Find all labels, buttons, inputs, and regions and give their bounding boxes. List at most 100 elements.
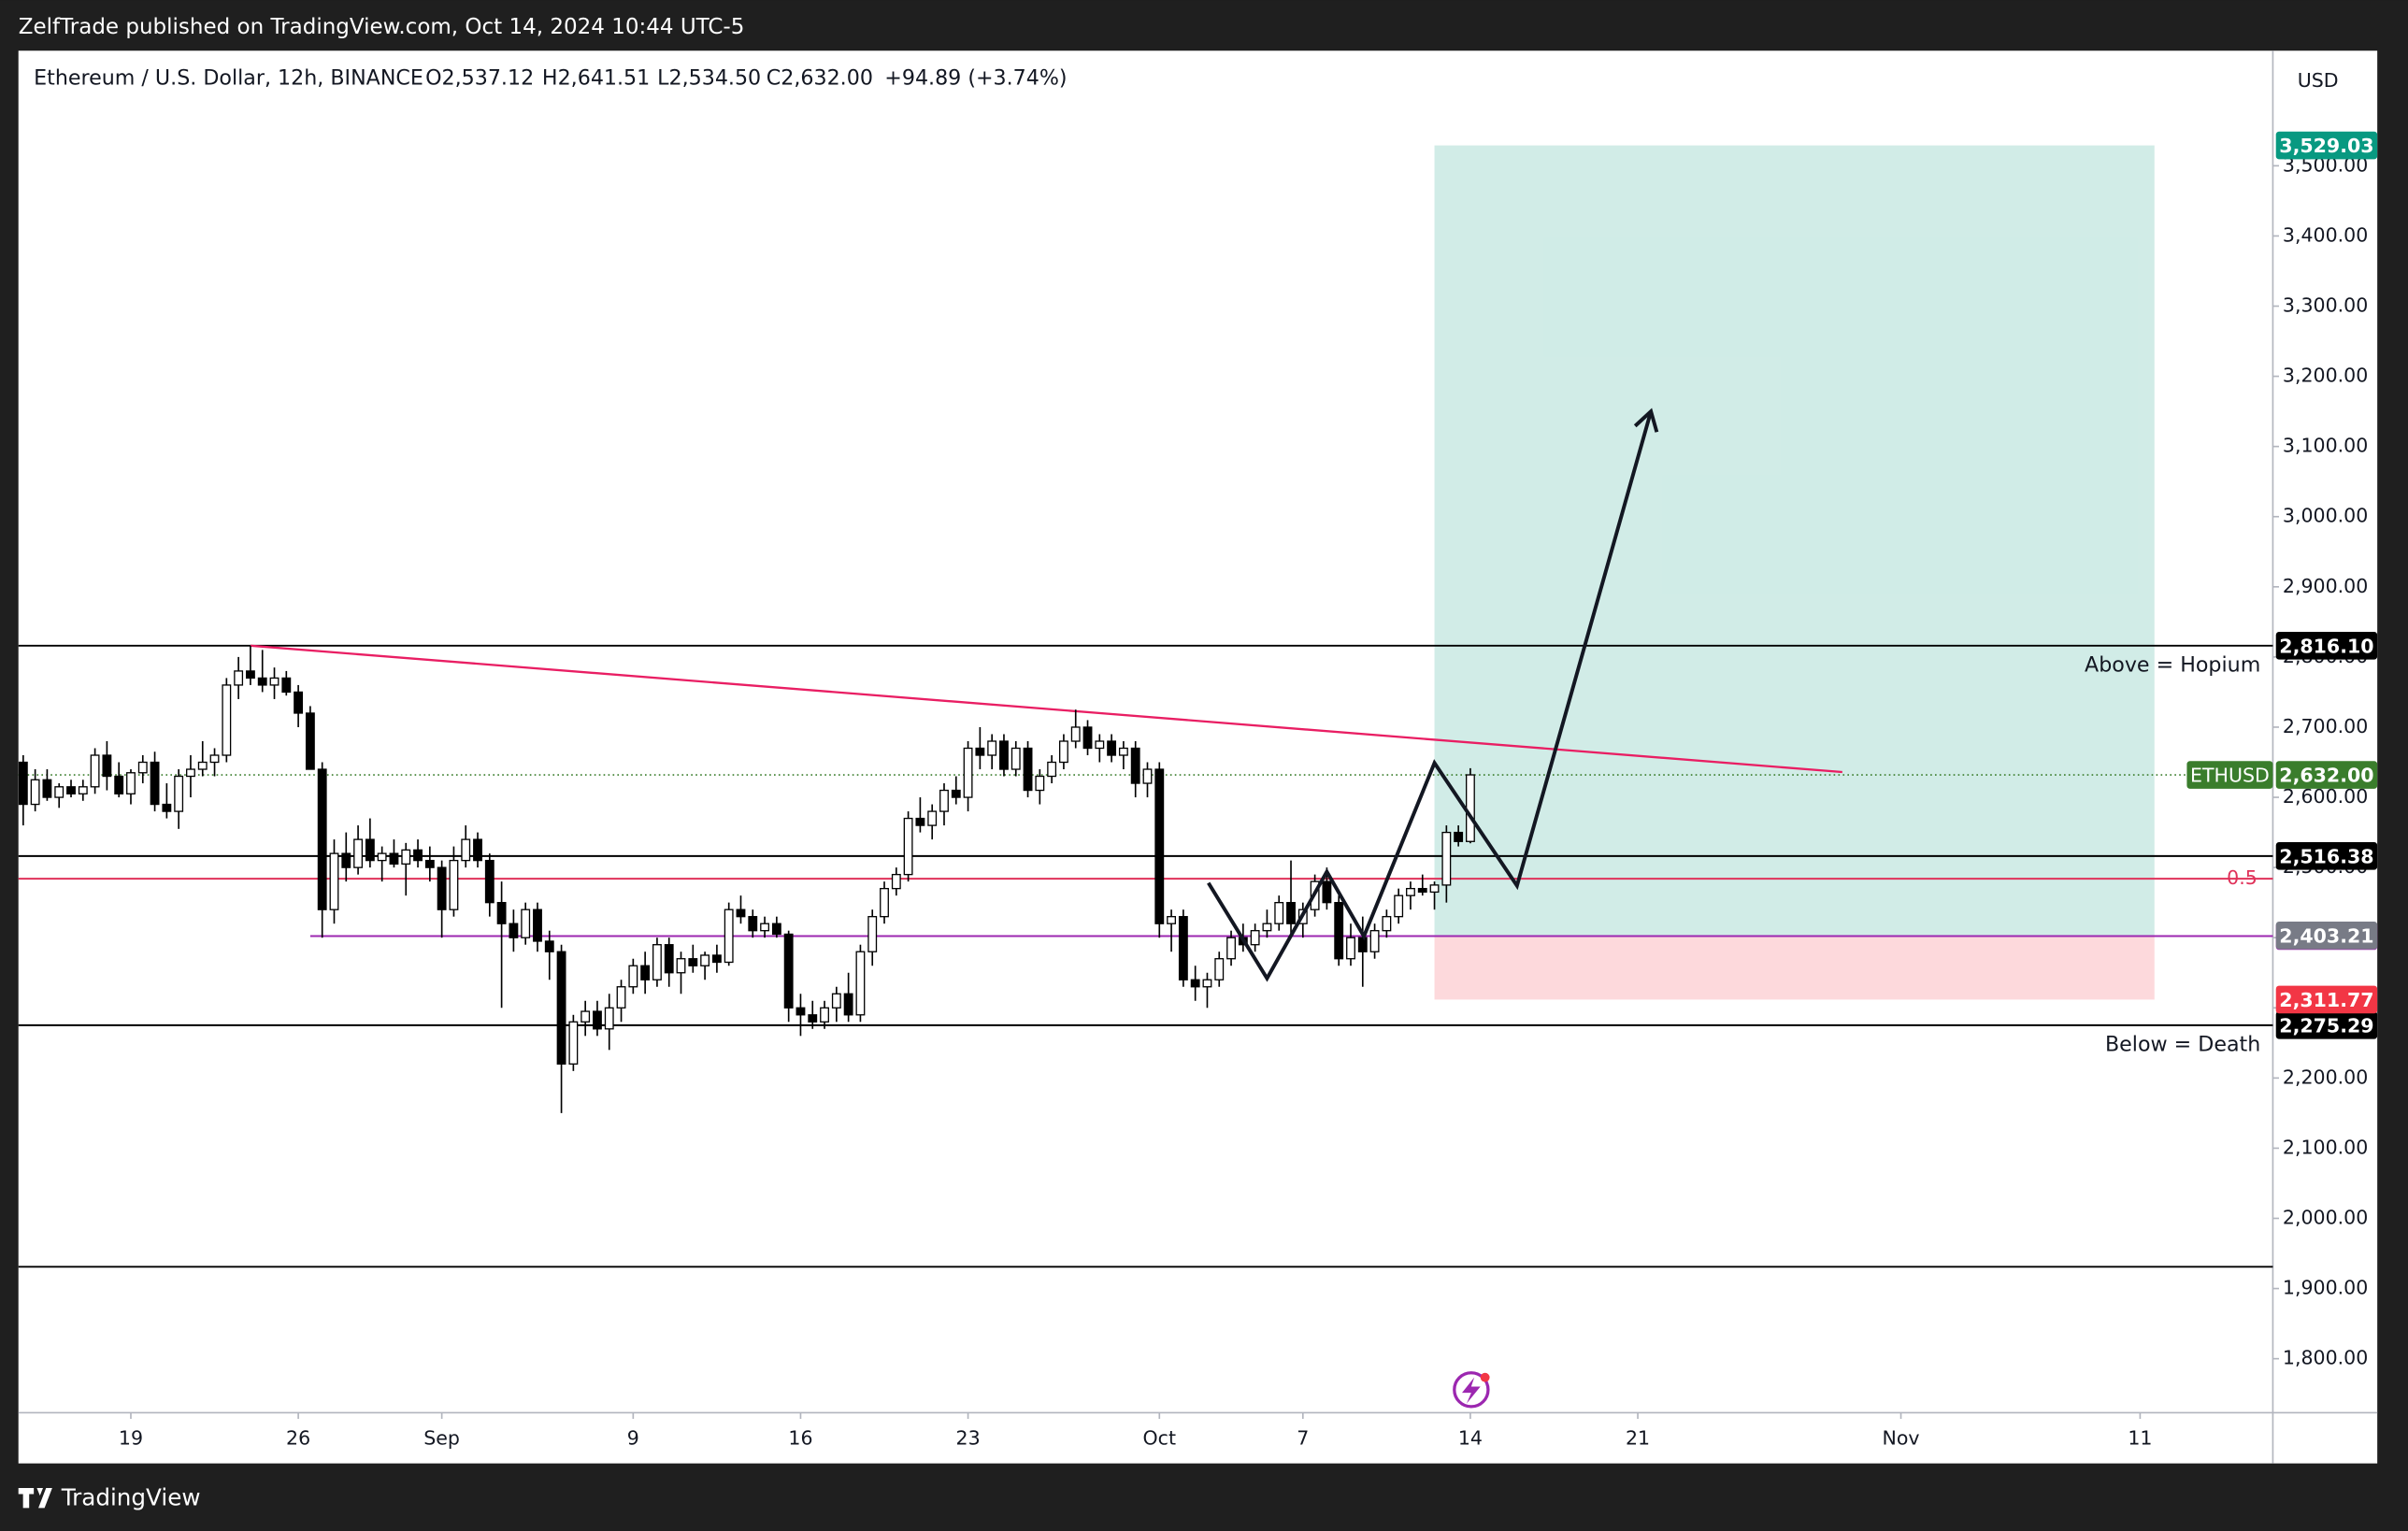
line-price-tag-bg bbox=[2275, 842, 2378, 870]
candle-body bbox=[329, 852, 339, 910]
candle-body bbox=[604, 1007, 614, 1030]
candle-body bbox=[1286, 902, 1296, 924]
candle-body bbox=[174, 775, 184, 812]
candle-body bbox=[1250, 930, 1260, 946]
candle-body bbox=[1322, 880, 1332, 904]
candle-body bbox=[1142, 768, 1153, 784]
symbol-tag-bg bbox=[2186, 761, 2273, 789]
y-tick-label: 2,700.00 bbox=[2283, 715, 2368, 737]
candle-body bbox=[855, 951, 866, 1016]
candle-body bbox=[1262, 923, 1272, 932]
candle-body bbox=[509, 923, 519, 938]
candle-body bbox=[736, 909, 746, 918]
target-tag-bg bbox=[2275, 131, 2378, 160]
y-tick-label: 1,900.00 bbox=[2283, 1277, 2368, 1299]
candle-body bbox=[222, 684, 232, 756]
candle-body bbox=[616, 986, 626, 1009]
candle-body bbox=[652, 944, 662, 980]
candle-body bbox=[1130, 747, 1140, 784]
candle-body bbox=[820, 1007, 829, 1023]
candle-body bbox=[401, 849, 411, 866]
x-tick-label: 11 bbox=[2128, 1426, 2152, 1449]
candle-body bbox=[365, 838, 375, 862]
candle-body bbox=[1274, 902, 1284, 924]
stop-tag: 2,311.77 bbox=[2279, 989, 2373, 1011]
candle-body bbox=[843, 993, 853, 1016]
target-tag: 3,529.03 bbox=[2279, 135, 2373, 157]
x-tick-label: Sep bbox=[423, 1426, 460, 1449]
y-tick-label: 2,900.00 bbox=[2283, 575, 2368, 597]
icon-ring bbox=[1453, 1371, 1490, 1409]
line-price-tag-bg bbox=[2275, 1011, 2378, 1039]
candle-body bbox=[1047, 761, 1057, 778]
candle-body bbox=[389, 852, 399, 866]
y-tick-label: 3,300.00 bbox=[2283, 294, 2368, 317]
last-price-tag-bg bbox=[2275, 761, 2378, 789]
candle-body bbox=[580, 1010, 591, 1023]
y-tick-label: 3,200.00 bbox=[2283, 365, 2368, 387]
candle-body bbox=[257, 677, 267, 686]
brand-logo bbox=[18, 1487, 52, 1509]
candle-body bbox=[783, 933, 794, 1009]
candle-body bbox=[628, 965, 638, 988]
x-tick-label: Nov bbox=[1883, 1426, 1920, 1449]
candle-body bbox=[461, 838, 471, 862]
fib-label: 0.5 bbox=[2227, 866, 2258, 889]
symbol-tag: ETHUSD bbox=[2190, 765, 2270, 787]
candle-body bbox=[867, 916, 878, 952]
candles bbox=[18, 645, 1475, 1113]
arrow-head bbox=[1633, 408, 1659, 433]
candle-body bbox=[891, 873, 901, 890]
ohlc-low: L2,534.50 bbox=[657, 65, 761, 90]
candle-body bbox=[1441, 831, 1452, 886]
candle-body bbox=[748, 916, 758, 932]
line-price-tag-bg bbox=[2275, 632, 2378, 660]
candle-body bbox=[939, 789, 949, 812]
candle-body bbox=[209, 754, 220, 764]
candle-body bbox=[664, 944, 674, 974]
candle-body bbox=[1454, 831, 1464, 842]
change: +94.89 (+3.74%) bbox=[884, 65, 1067, 90]
candle-body bbox=[568, 1021, 579, 1065]
candle-body bbox=[30, 779, 40, 806]
replay-icon[interactable] bbox=[1453, 1371, 1490, 1409]
x-tick-label: 19 bbox=[119, 1426, 143, 1449]
candle-body bbox=[294, 691, 304, 714]
candle-body bbox=[1202, 979, 1212, 988]
ohlc-close: C2,632.00 bbox=[767, 65, 873, 90]
candle-body bbox=[724, 909, 734, 964]
candle-body bbox=[269, 677, 280, 686]
candle-body bbox=[1059, 740, 1068, 764]
candle-body bbox=[496, 902, 507, 924]
candle-body bbox=[1010, 747, 1021, 770]
brand: TradingView bbox=[61, 1483, 201, 1510]
candle-body bbox=[1466, 774, 1475, 842]
candle-body bbox=[640, 965, 651, 980]
x-tick-label: 21 bbox=[1626, 1426, 1650, 1449]
candle-body bbox=[1167, 916, 1177, 924]
candle-body bbox=[126, 772, 136, 794]
candle-body bbox=[975, 747, 985, 756]
icon-dot bbox=[1480, 1372, 1490, 1382]
candle-body bbox=[1118, 747, 1128, 756]
y-tick-label: 2,200.00 bbox=[2283, 1066, 2368, 1088]
candle-body bbox=[760, 923, 770, 932]
candle-body bbox=[1023, 747, 1033, 792]
currency[interactable]: USD bbox=[2298, 69, 2339, 92]
candle-body bbox=[593, 1010, 602, 1030]
candle-body bbox=[1382, 916, 1392, 932]
entry-tag: 2,403.21 bbox=[2279, 924, 2373, 947]
candle-body bbox=[521, 909, 531, 938]
candle-body bbox=[1357, 937, 1368, 952]
candle-body bbox=[700, 954, 710, 966]
candle-body bbox=[556, 951, 566, 1065]
chart-area bbox=[18, 50, 2378, 1464]
candle-body bbox=[54, 786, 64, 798]
x-tick-label: 26 bbox=[286, 1426, 310, 1449]
candle-body bbox=[688, 958, 698, 966]
trend-line bbox=[250, 644, 1842, 774]
candle-body bbox=[186, 768, 195, 778]
candle-body bbox=[1417, 887, 1427, 894]
